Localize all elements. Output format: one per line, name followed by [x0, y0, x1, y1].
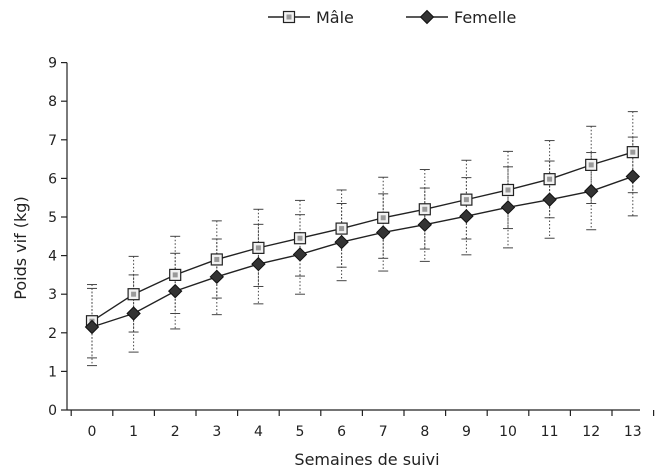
data-point-diamond	[209, 269, 225, 285]
y-axis-title: Poids vif (kg)	[11, 196, 30, 299]
y-tick-label: 9	[48, 56, 57, 72]
data-point-square	[626, 146, 639, 159]
y-tick-label: 4	[48, 249, 57, 265]
series-group	[84, 146, 641, 335]
y-tick-label: 7	[48, 133, 57, 149]
data-point-diamond	[292, 247, 308, 262]
y-tick-label: 2	[48, 326, 57, 342]
x-tick-label: 7	[379, 424, 388, 440]
data-point-diamond	[84, 319, 100, 335]
data-point-square	[501, 183, 515, 197]
marker-square-inner	[255, 245, 261, 251]
data-point-diamond	[334, 234, 349, 250]
data-point-diamond	[459, 209, 474, 224]
data-point-diamond	[500, 200, 516, 215]
marker-square-inner	[172, 272, 178, 278]
data-point-diamond	[375, 225, 391, 240]
data-point-diamond	[583, 183, 599, 199]
legend-marker-diamond	[419, 9, 435, 25]
marker-square-inner	[422, 206, 428, 212]
marker-square-inner	[131, 291, 137, 297]
data-point-square	[169, 268, 182, 281]
x-tick-label: 9	[462, 424, 471, 440]
data-point-diamond	[251, 256, 266, 272]
y-tick-label: 1	[48, 364, 57, 380]
x-tick-label: 12	[582, 424, 600, 440]
y-tick-label: 8	[48, 94, 57, 110]
legend-label-square: Mâle	[316, 8, 354, 27]
data-point-square	[543, 173, 556, 186]
data-point-diamond	[625, 169, 641, 184]
marker-square-inner	[505, 187, 511, 193]
marker-square-inner	[339, 226, 345, 232]
data-point-square	[293, 232, 307, 245]
legend-label-diamond: Femelle	[454, 8, 516, 27]
x-tick-label: 0	[88, 424, 97, 440]
legend-marker-square	[282, 10, 296, 24]
x-tick-label: 10	[499, 424, 517, 440]
data-point-diamond	[542, 192, 557, 207]
series-line-square	[91, 151, 634, 322]
marker-square-inner	[588, 162, 594, 168]
x-tick-label: 6	[337, 424, 346, 440]
legend: Mâle Femelle	[268, 8, 516, 27]
marker-square-inner	[547, 176, 553, 182]
y-tick-label: 3	[48, 287, 57, 303]
y-tick-label: 0	[48, 403, 57, 419]
x-axis-title: Semaines de suivi	[294, 450, 439, 469]
error-bars	[87, 111, 638, 367]
x-tick-label: 5	[296, 424, 305, 440]
marker-square-inner	[380, 215, 386, 221]
marker-square-inner	[286, 14, 292, 20]
data-point-diamond	[417, 217, 433, 232]
data-point-square	[335, 222, 348, 235]
x-tick-label: 3	[212, 424, 221, 440]
data-point-square	[585, 158, 598, 171]
series-line-diamond	[91, 175, 634, 328]
y-tick-label: 5	[48, 210, 57, 226]
data-point-square	[127, 288, 140, 301]
x-tick-label: 2	[171, 424, 180, 440]
x-tick-label: 8	[420, 424, 429, 440]
x-tick-label: 13	[624, 424, 642, 440]
marker-square-inner	[297, 235, 303, 241]
data-point-diamond	[167, 283, 183, 299]
data-point-diamond	[126, 306, 141, 321]
y-tick-label: 6	[48, 171, 57, 187]
marker-square-inner	[214, 256, 220, 262]
x-tick-label: 4	[254, 424, 263, 440]
data-point-square	[252, 241, 265, 254]
data-point-square	[460, 193, 473, 206]
data-point-square	[210, 253, 223, 266]
data-point-square	[377, 211, 390, 224]
data-point-square	[418, 203, 431, 216]
x-tick-label: 1	[129, 424, 138, 440]
x-tick-label: 11	[541, 424, 559, 440]
marker-square-inner	[463, 197, 469, 203]
marker-square-inner	[630, 149, 636, 155]
